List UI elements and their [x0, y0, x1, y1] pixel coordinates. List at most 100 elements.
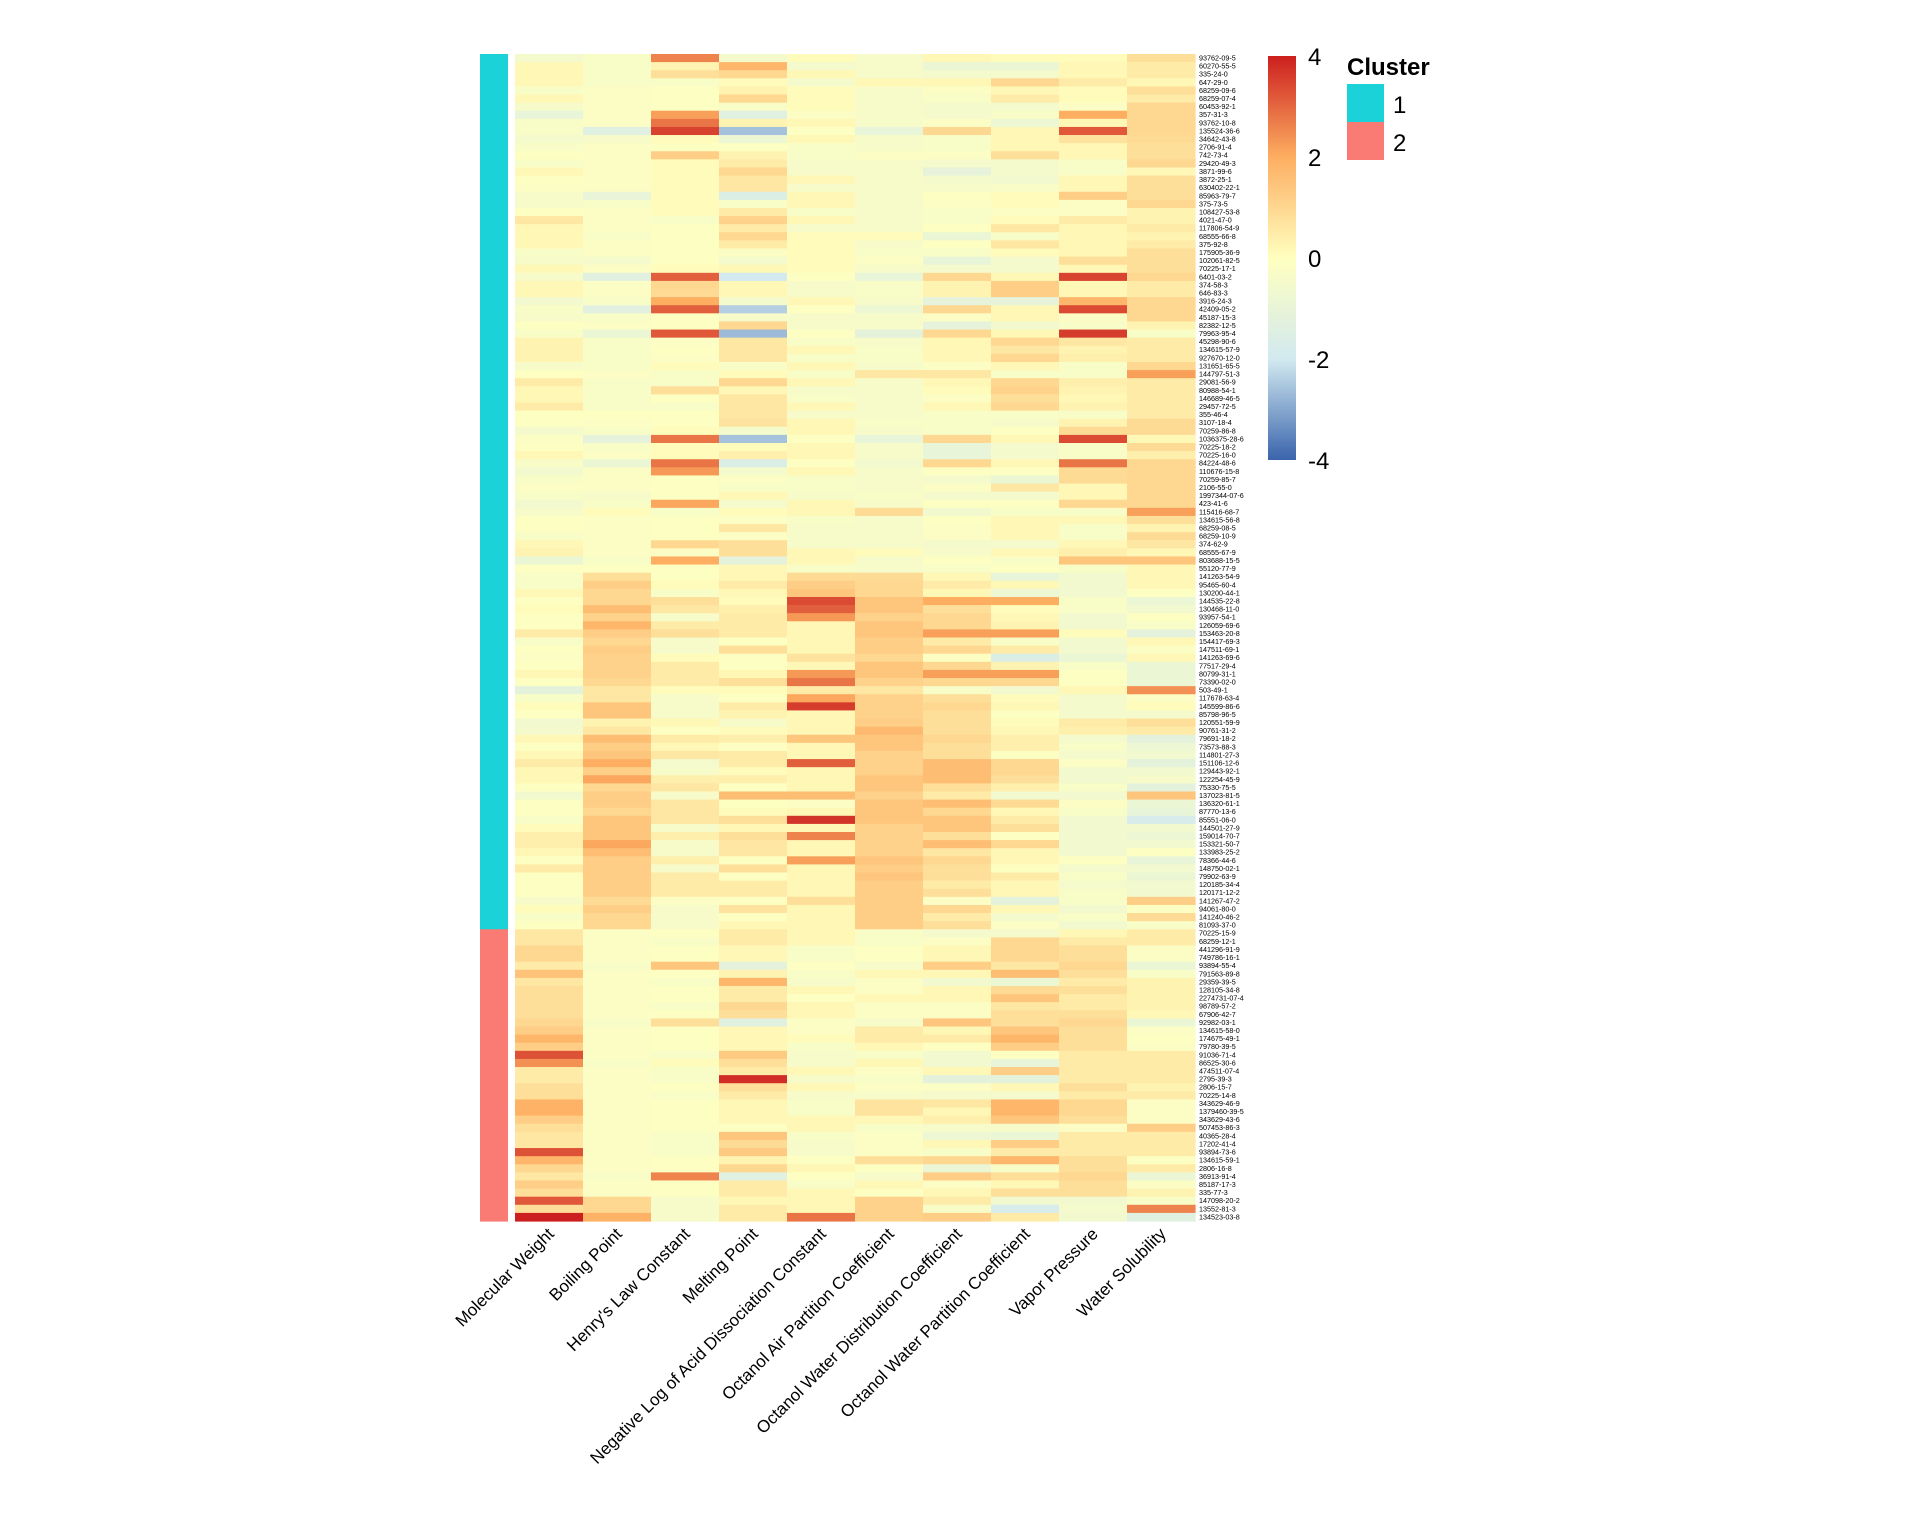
heatmap-cell	[1059, 961, 1128, 971]
heatmap-cell	[923, 872, 992, 882]
heatmap-cell	[515, 70, 584, 79]
row-label: 36913-91-4	[1199, 1172, 1236, 1181]
heatmap-cell	[1127, 645, 1196, 655]
cluster-annotation-cell	[480, 613, 508, 622]
heatmap-cell	[787, 183, 856, 193]
heatmap-cell	[515, 54, 584, 63]
row-label: 2806-15-7	[1199, 1083, 1232, 1092]
row-label: 85187-17-3	[1199, 1180, 1236, 1189]
row-label: 75330-75-5	[1199, 783, 1236, 792]
heatmap-cell	[1127, 1156, 1196, 1165]
heatmap-cell	[515, 596, 584, 606]
heatmap-cell	[1127, 1018, 1196, 1028]
heatmap-cell	[719, 175, 788, 185]
heatmap-cell	[651, 224, 720, 233]
heatmap-cell	[515, 524, 584, 533]
heatmap-cell	[515, 661, 584, 671]
heatmap-cell	[991, 143, 1060, 152]
row-label: 134615-59-1	[1199, 1156, 1240, 1165]
heatmap-cell	[719, 1115, 788, 1125]
heatmap-cell	[651, 888, 720, 898]
heatmap-cell	[1127, 337, 1196, 347]
heatmap-cell	[991, 921, 1060, 930]
heatmap-cell	[1127, 1131, 1196, 1141]
heatmap-cell	[1059, 272, 1128, 282]
heatmap-cell	[583, 783, 652, 793]
heatmap-cell	[855, 718, 924, 728]
heatmap-cell	[1127, 815, 1196, 825]
heatmap-cell	[991, 815, 1060, 825]
heatmap-cell	[923, 143, 992, 152]
heatmap-cell	[1059, 151, 1128, 160]
heatmap-cell	[991, 1058, 1060, 1068]
heatmap-cell	[719, 759, 788, 768]
heatmap-cell	[651, 629, 720, 639]
heatmap-cell	[1059, 840, 1128, 849]
heatmap-cell	[991, 734, 1060, 744]
row-label: 3872-25-1	[1199, 175, 1232, 184]
heatmap-cell	[787, 977, 856, 987]
heatmap-cell	[1127, 726, 1196, 736]
heatmap-cell	[923, 937, 992, 947]
heatmap-cell	[583, 86, 652, 96]
heatmap-cell	[515, 491, 584, 501]
heatmap-cell	[855, 216, 924, 225]
heatmap-cell	[719, 329, 788, 339]
heatmap-cell	[719, 742, 788, 752]
heatmap-cell	[855, 1026, 924, 1036]
heatmap-cell	[583, 815, 652, 825]
heatmap-cell	[787, 872, 856, 882]
cluster-annotation-cell	[480, 240, 508, 250]
heatmap-cell	[1127, 994, 1196, 1003]
heatmap-cell	[583, 1042, 652, 1052]
heatmap-cell	[515, 1156, 584, 1165]
heatmap-cell	[1127, 880, 1196, 890]
heatmap-cell	[991, 191, 1060, 201]
cluster-annotation-cell	[480, 1075, 508, 1084]
heatmap-cell	[1059, 370, 1128, 379]
cluster-annotation-cell	[480, 102, 508, 112]
heatmap-cell	[991, 977, 1060, 987]
cluster-annotation-cell	[480, 1188, 508, 1198]
heatmap-cell	[1059, 929, 1128, 938]
heatmap-cell	[651, 191, 720, 201]
heatmap-cell	[583, 353, 652, 363]
heatmap-cell	[515, 110, 584, 120]
heatmap-cell	[923, 864, 992, 874]
heatmap-cell	[583, 1075, 652, 1084]
cluster-annotation-cell	[480, 451, 508, 460]
heatmap-cell	[991, 402, 1060, 412]
heatmap-cell	[1059, 977, 1128, 987]
heatmap-cell	[719, 653, 788, 663]
heatmap-cell	[855, 678, 924, 687]
heatmap-cell	[1127, 929, 1196, 938]
heatmap-cell	[991, 775, 1060, 784]
heatmap-cell	[515, 289, 584, 298]
cluster-annotation-cell	[480, 110, 508, 120]
heatmap-cell	[583, 1172, 652, 1182]
heatmap-cell	[1059, 694, 1128, 703]
heatmap-cell	[719, 621, 788, 630]
heatmap-cell	[1127, 1212, 1196, 1222]
heatmap-cell	[787, 896, 856, 906]
row-label: 141263-54-9	[1199, 572, 1240, 581]
heatmap-cell	[991, 637, 1060, 647]
cluster-annotation-cell	[480, 224, 508, 233]
heatmap-cell	[515, 297, 584, 306]
heatmap-cell	[719, 321, 788, 331]
heatmap-cell	[1059, 183, 1128, 193]
heatmap-cell	[1127, 1180, 1196, 1190]
heatmap-cell	[1059, 159, 1128, 169]
heatmap-cell	[923, 759, 992, 768]
cluster-annotation-cell	[480, 86, 508, 96]
heatmap-cell	[515, 872, 584, 882]
heatmap-cell	[991, 621, 1060, 630]
heatmap-cell	[515, 467, 584, 477]
cluster-annotation-cell	[480, 191, 508, 201]
heatmap-cell	[515, 888, 584, 898]
cluster-annotation-cell	[480, 207, 508, 217]
cluster-annotation-cell	[480, 467, 508, 477]
cluster-annotation-cell	[480, 426, 508, 436]
row-label: 507453-86-3	[1199, 1123, 1240, 1132]
cluster-annotation-cell	[480, 1204, 508, 1214]
